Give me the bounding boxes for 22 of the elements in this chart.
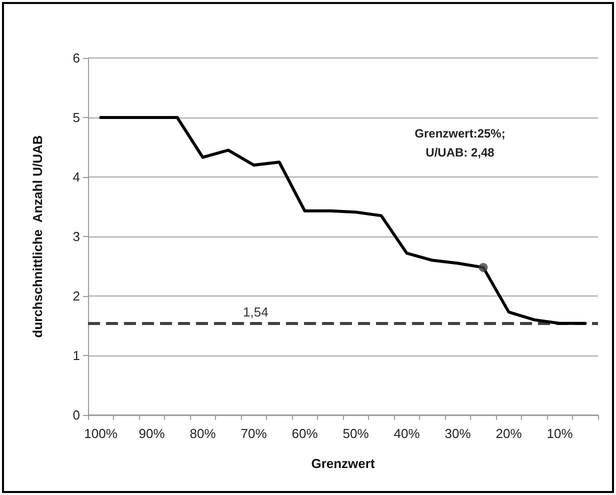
ref-line-label: 1,54: [243, 304, 268, 320]
line-series: [99, 116, 587, 325]
y-tick-label: 2: [72, 288, 80, 304]
y-tick-label: 3: [72, 229, 80, 244]
y-tick-label: 4: [72, 170, 80, 184]
x-tick-label: 80%: [190, 426, 216, 441]
x-tick-label: 70%: [240, 426, 268, 441]
x-tick-label: 50%: [342, 426, 370, 441]
y-tick-label: 1: [72, 348, 80, 363]
y-tick-label: 6: [72, 50, 80, 66]
x-tick-label: 90%: [138, 426, 166, 441]
x-axis-title: Grenzwert: [311, 456, 376, 471]
y-axis-title: durchschnittliche Anzahl U/UAB: [30, 135, 45, 338]
x-tick-label: 60%: [292, 426, 318, 441]
x-tick-label: 20%: [496, 426, 522, 441]
y-tick-label: 0: [72, 408, 80, 422]
x-tick-label: 30%: [444, 426, 472, 441]
x-tick-label: 100%: [84, 426, 118, 441]
x-tick-label: 10%: [546, 426, 574, 441]
y-tick-label: 5: [72, 110, 80, 125]
x-tick-label: 40%: [394, 426, 420, 441]
annotation: Grenzwert:25%; U/UAB: 2,48: [414, 126, 506, 160]
